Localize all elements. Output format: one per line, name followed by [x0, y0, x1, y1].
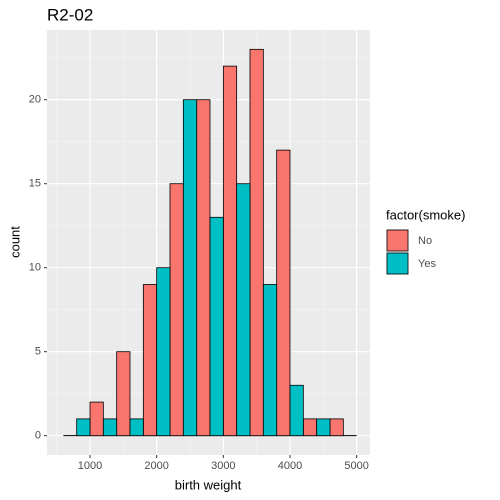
- bar: [222, 65, 238, 437]
- bar: [196, 99, 211, 437]
- bar: [262, 284, 278, 437]
- bar: [249, 48, 264, 437]
- bar: [316, 418, 331, 437]
- x-tick-label: 2000: [144, 460, 168, 472]
- bar: [89, 401, 104, 437]
- legend-swatch: [386, 229, 409, 252]
- legend-swatch: [386, 252, 409, 275]
- bar: [102, 418, 118, 437]
- legend-label: Yes: [418, 258, 436, 270]
- bar: [289, 384, 304, 437]
- chart-title: R2-02: [47, 5, 93, 24]
- bar: [329, 418, 344, 437]
- y-tick-label: 5: [35, 346, 41, 358]
- bar: [209, 216, 224, 437]
- y-tick-label: 15: [29, 178, 41, 190]
- bar: [169, 183, 184, 437]
- x-tick-label: 5000: [344, 460, 368, 472]
- bar: [276, 149, 291, 437]
- x-tick-label: 1000: [78, 460, 102, 472]
- x-tick-label: 4000: [278, 460, 302, 472]
- x-tick-label: 3000: [211, 460, 235, 472]
- legend-label: No: [418, 235, 432, 247]
- y-tick-label: 0: [35, 430, 41, 442]
- bar: [302, 418, 318, 437]
- bar: [129, 418, 144, 437]
- bar: [182, 99, 198, 437]
- y-axis-label: count: [7, 226, 22, 258]
- bar: [236, 183, 251, 437]
- x-axis-label: birth weight: [175, 477, 242, 492]
- y-tick-label: 20: [29, 94, 41, 106]
- bar: [116, 351, 131, 437]
- bar: [142, 284, 158, 437]
- bar: [76, 418, 91, 437]
- legend-title: factor(smoke): [386, 207, 465, 222]
- bar: [156, 267, 171, 437]
- y-tick-label: 10: [29, 262, 41, 274]
